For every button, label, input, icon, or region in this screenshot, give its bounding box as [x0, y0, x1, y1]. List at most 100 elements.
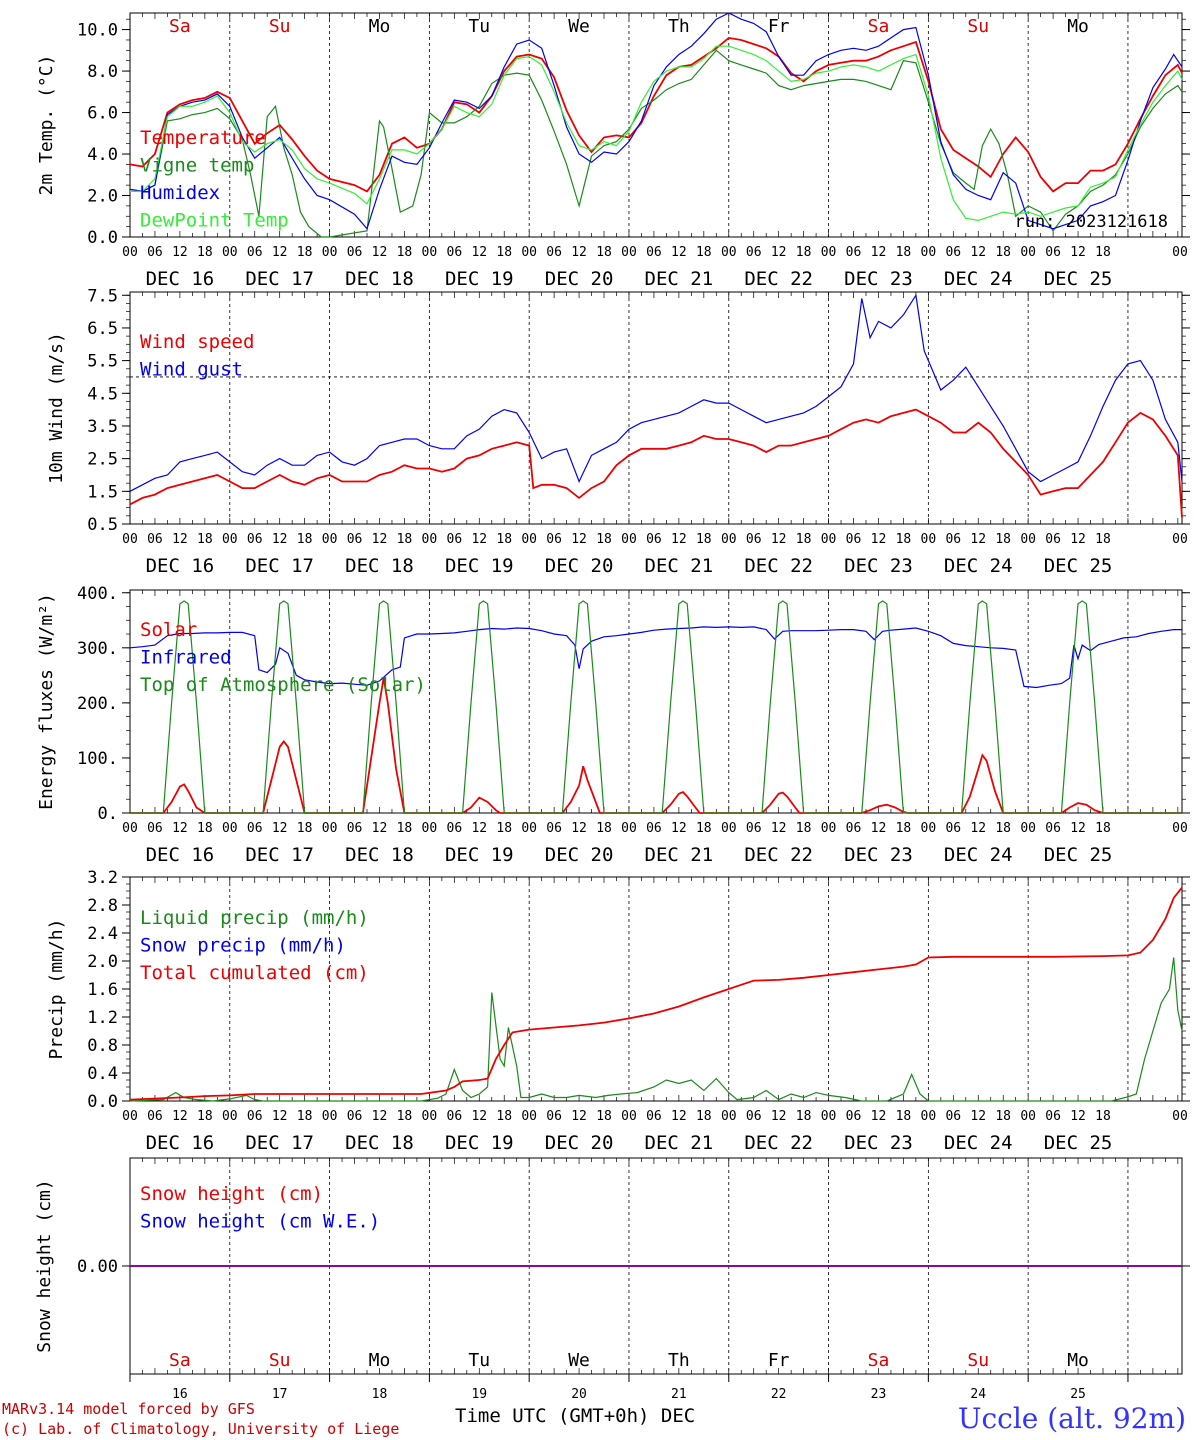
series-line-total-cumulated-cm-: [129, 886, 1183, 1101]
hour-tick-label: 06: [247, 245, 263, 260]
y-tick-label: 2.5: [87, 450, 118, 470]
weekday-label: Sa: [868, 16, 890, 37]
hour-tick-label: 12: [871, 532, 887, 547]
hour-tick-label: 06: [546, 1109, 562, 1124]
panel-frame: [129, 12, 1183, 238]
hour-tick-label: 00: [721, 1109, 737, 1124]
hour-tick-label: 00: [1020, 245, 1036, 260]
weekday-label: We: [568, 16, 590, 37]
hour-tick-label: 06: [347, 1109, 363, 1124]
date-label: DEC 17: [245, 844, 314, 866]
day-number-label: 22: [771, 1387, 787, 1402]
hour-tick-label: 12: [571, 245, 587, 260]
hour-tick-label: 06: [247, 821, 263, 836]
hour-tick-label: 12: [471, 1109, 487, 1124]
hour-tick-label: 12: [471, 245, 487, 260]
date-label: DEC 21: [645, 268, 714, 290]
hour-tick-label: 12: [771, 532, 787, 547]
hour-tick-label: 18: [197, 532, 213, 547]
hour-tick-label: 06: [846, 532, 862, 547]
series-line-wind-speed: [129, 408, 1183, 518]
hour-tick-label: 12: [1070, 1109, 1086, 1124]
legend-entry: Top of Atmosphere (Solar): [140, 674, 426, 696]
hour-tick-label: 00: [422, 532, 438, 547]
hour-tick-label: 00: [621, 821, 637, 836]
y-tick-label: 8.0: [87, 62, 118, 82]
panels-layer: 0.0 2.0 4.0 6.0 8.0 10.0 2m Temp. (°C) Temperat…: [34, 12, 1190, 1402]
hour-tick-label: 12: [771, 1109, 787, 1124]
hour-tick-label: 12: [970, 245, 986, 260]
y-tick-label: 200.: [77, 694, 118, 714]
hour-tick-label: 00: [821, 821, 837, 836]
date-label: DEC 16: [146, 844, 215, 866]
legend-entry: Humidex: [140, 182, 220, 204]
weekday-label: Tu: [468, 1350, 490, 1371]
weekday-label: Mo: [1067, 16, 1089, 37]
time-axis-title: Time UTC (GMT+0h) DEC: [455, 1405, 695, 1427]
date-label: DEC 18: [345, 844, 414, 866]
y-tick-label: 6.0: [87, 104, 118, 124]
hour-tick-label: 18: [696, 532, 712, 547]
series-line-humidex: [129, 12, 1183, 230]
day-number-label: 25: [1070, 1387, 1086, 1402]
hour-tick-label: 00: [621, 1109, 637, 1124]
hour-tick-label: 06: [347, 245, 363, 260]
y-axis-label: 10m Wind (m/s): [46, 332, 67, 484]
hour-tick-label: 12: [871, 1109, 887, 1124]
y-tick-label: 0.00: [77, 1257, 118, 1277]
legend-entry: Wind speed: [140, 331, 254, 353]
hour-tick-label: 00: [422, 245, 438, 260]
date-label: DEC 20: [545, 268, 614, 290]
date-label: DEC 21: [645, 1132, 714, 1154]
y-tick-label: 2.0: [87, 187, 118, 207]
series-line-solar: [130, 677, 1182, 814]
hour-tick-label: 18: [197, 821, 213, 836]
hour-tick-label: 06: [247, 1109, 263, 1124]
hour-tick-label: 18: [796, 245, 812, 260]
hour-tick-label: 06: [646, 245, 662, 260]
legend-entry: Total cumulated (cm): [140, 962, 369, 984]
hour-tick-label: 06: [247, 532, 263, 547]
series-line-dewpoint-temp: [130, 45, 1183, 222]
hour-tick-label: 00: [921, 1109, 937, 1124]
hour-tick-label: 06: [746, 821, 762, 836]
hour-tick-label: 06: [447, 1109, 463, 1124]
hour-tick-label: 00: [1172, 821, 1188, 836]
hour-tick-label: 06: [846, 821, 862, 836]
hour-tick-label: 12: [970, 821, 986, 836]
hour-tick-label: 06: [447, 245, 463, 260]
hour-tick-label: 06: [646, 1109, 662, 1124]
y-axis-label: Snow height (cm): [34, 1179, 55, 1352]
date-label: DEC 25: [1044, 268, 1113, 290]
hour-tick-label: 12: [970, 532, 986, 547]
weekday-label: Fr: [768, 16, 790, 37]
hour-tick-label: 18: [896, 821, 912, 836]
date-label: DEC 23: [844, 555, 913, 577]
hour-tick-label: 00: [422, 821, 438, 836]
panel-3: 0. 100. 200. 300. 400. Energy fluxes (W/m²) So…: [36, 584, 1190, 866]
hour-tick-label: 06: [846, 245, 862, 260]
hour-tick-label: 00: [821, 245, 837, 260]
date-label: DEC 24: [944, 1132, 1013, 1154]
date-label: DEC 18: [345, 268, 414, 290]
y-tick-label: 300.: [77, 639, 118, 659]
legend-entry: Wind gust: [140, 359, 243, 381]
series-line-temperature: [129, 36, 1183, 193]
panel-frame: [129, 291, 1183, 525]
y-tick-label: 1.2: [87, 1008, 118, 1028]
hour-tick-label: 00: [521, 821, 537, 836]
time-axis-label: Time UTC (GMT+0h): [455, 1405, 650, 1427]
date-label: DEC 21: [645, 844, 714, 866]
date-label: DEC 18: [345, 1132, 414, 1154]
legend-entry: Liquid precip (mm/h): [140, 907, 369, 929]
hour-tick-label: 18: [1095, 1109, 1111, 1124]
hour-tick-label: 00: [1020, 1109, 1036, 1124]
date-label: DEC 16: [146, 268, 215, 290]
hour-tick-label: 18: [397, 1109, 413, 1124]
hour-tick-label: 00: [1172, 1109, 1188, 1124]
date-label: DEC 19: [445, 1132, 514, 1154]
hour-tick-label: 12: [172, 1109, 188, 1124]
date-label: DEC 20: [545, 1132, 614, 1154]
hour-tick-label: 12: [1070, 245, 1086, 260]
hour-tick-label: 00: [821, 1109, 837, 1124]
